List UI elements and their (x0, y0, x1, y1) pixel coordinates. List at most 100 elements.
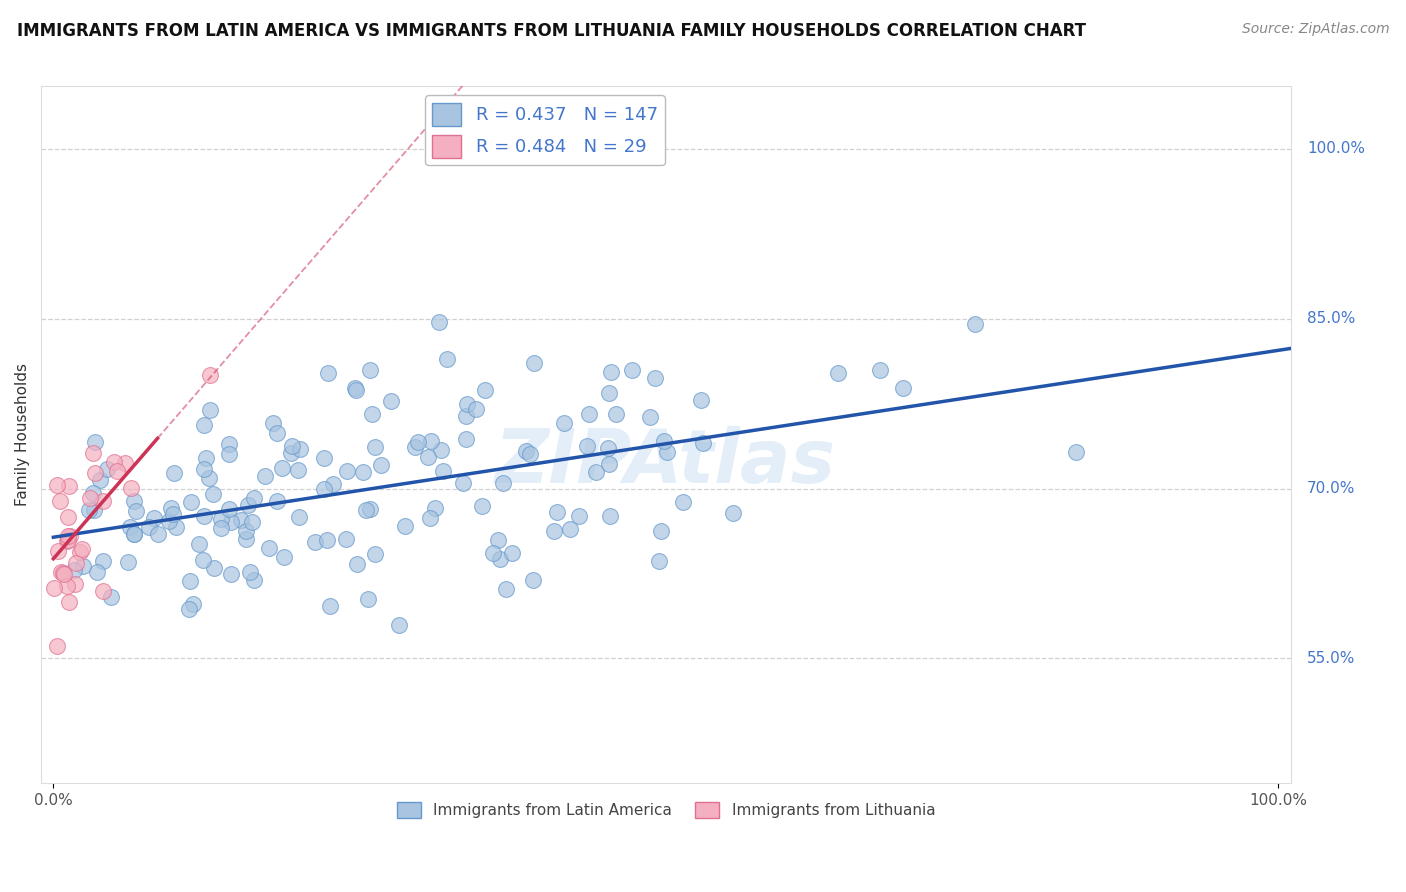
Point (605, 407, 627, 421)
Point (578, 407, 600, 421)
Point (201, 487, 224, 501)
Point (453, 475, 475, 490)
Point (827, 367, 849, 381)
Point (63, 563, 86, 577)
Point (82, 485, 104, 500)
Point (492, 475, 515, 490)
Point (52, 566, 75, 580)
Point (72, 542, 94, 557)
Point (77, 502, 100, 516)
Point (209, 521, 232, 535)
Point (288, 510, 311, 524)
Point (454, 409, 477, 424)
Point (418, 450, 440, 465)
Point (672, 494, 695, 508)
Point (522, 574, 544, 588)
Point (652, 434, 675, 448)
Point (180, 495, 202, 509)
Point (312, 482, 335, 496)
Point (344, 383, 367, 397)
Point (419, 510, 441, 524)
Point (58, 533, 80, 548)
Point (692, 436, 714, 450)
Point (621, 363, 644, 377)
Point (193, 553, 215, 567)
Point (198, 403, 221, 417)
Point (235, 524, 257, 538)
Point (427, 315, 450, 329)
Point (193, 508, 215, 523)
Point (721, 507, 744, 521)
Point (58, 479, 80, 493)
Point (146, 527, 169, 541)
Point (543, 524, 565, 538)
Point (380, 393, 402, 408)
Point (117, 555, 139, 569)
Point (243, 574, 266, 588)
Point (56, 509, 79, 524)
Point (515, 444, 537, 458)
Point (266, 426, 288, 441)
Point (231, 512, 253, 526)
Point (316, 367, 339, 381)
Point (471, 500, 494, 514)
Point (640, 410, 662, 425)
Point (599, 509, 621, 524)
Point (598, 386, 620, 401)
Point (287, 463, 309, 477)
Point (558, 523, 581, 537)
Point (657, 444, 679, 458)
Point (96, 462, 118, 476)
Point (585, 465, 607, 479)
Point (430, 443, 453, 458)
Point (523, 356, 546, 370)
Point (120, 481, 142, 495)
Point (83, 503, 105, 517)
Point (644, 371, 666, 385)
Point (488, 552, 510, 566)
Point (79, 491, 101, 505)
Y-axis label: Family Households: Family Households (15, 363, 30, 506)
Point (162, 508, 184, 522)
Point (436, 351, 458, 366)
Point (546, 505, 568, 519)
Point (122, 494, 145, 508)
Point (420, 434, 443, 448)
Point (312, 451, 335, 466)
Point (598, 457, 620, 471)
Point (165, 520, 187, 534)
Point (82, 446, 104, 460)
Point (370, 458, 392, 473)
Point (58, 595, 80, 609)
Point (91, 494, 114, 508)
Point (53, 566, 76, 581)
Point (319, 599, 342, 613)
Point (65, 556, 87, 570)
Point (568, 508, 591, 523)
Point (456, 397, 478, 411)
Point (346, 558, 368, 572)
Point (357, 592, 380, 607)
Point (596, 441, 619, 455)
Point (359, 502, 381, 516)
Point (114, 456, 136, 470)
Text: IMMIGRANTS FROM LATIN AMERICA VS IMMIGRANTS FROM LITHUANIA FAMILY HOUSEHOLDS COR: IMMIGRANTS FROM LATIN AMERICA VS IMMIGRA… (17, 22, 1085, 40)
Point (63, 577, 86, 591)
Point (177, 602, 200, 616)
Point (648, 554, 671, 568)
Point (423, 501, 446, 516)
Point (454, 432, 477, 446)
Point (290, 442, 312, 457)
Point (650, 524, 672, 539)
Point (243, 491, 266, 505)
Point (394, 518, 416, 533)
Point (69, 544, 91, 558)
Point (49, 493, 72, 508)
Point (963, 317, 986, 331)
Point (72, 559, 94, 574)
Point (91, 554, 114, 568)
Point (46, 640, 69, 654)
Point (519, 447, 541, 461)
Point (103, 455, 125, 469)
Point (575, 439, 598, 453)
